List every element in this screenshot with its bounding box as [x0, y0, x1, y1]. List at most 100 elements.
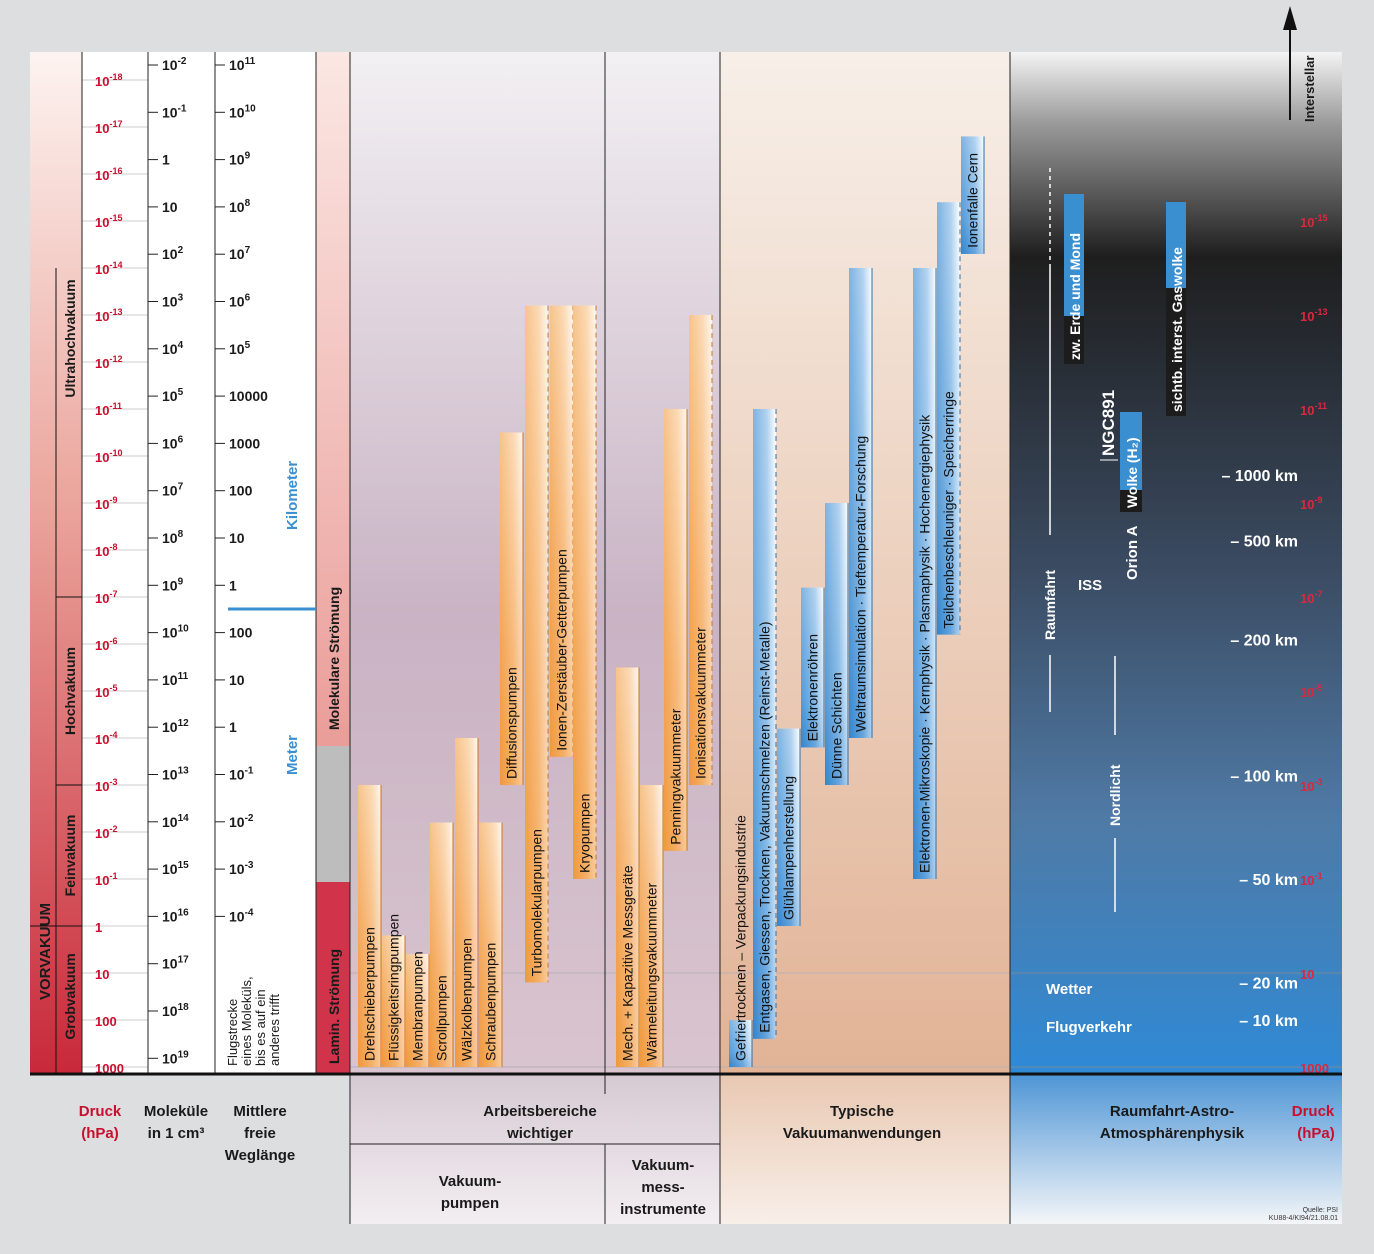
exponent: -8: [109, 542, 117, 552]
exponent: -16: [109, 166, 122, 176]
code-label: KU88-4/KI94/21.08.01: [1269, 1215, 1338, 1222]
exponent: -12: [109, 354, 122, 364]
exponent: 3: [178, 293, 184, 304]
scale-columns: 10-1810-1710-1610-1510-1410-1310-1210-11…: [95, 56, 268, 1076]
kilometer-label: Kilometer: [284, 461, 301, 530]
pump-shade: [382, 935, 405, 1067]
pump-shade: [406, 954, 429, 1067]
footer-arb-1: Arbeitsbereiche: [483, 1103, 596, 1120]
application-shade: [729, 1020, 752, 1067]
free-path-value: 10: [229, 672, 245, 688]
wolke-highlight: [1120, 412, 1142, 490]
exponent: 11: [245, 56, 256, 67]
exponent: -15: [109, 213, 122, 223]
exponent: 14: [178, 813, 190, 824]
pump-shade: [358, 785, 381, 1067]
application-bar: Ionenfalle Cern: [961, 136, 985, 254]
exponent: 10: [245, 103, 257, 114]
exponent: -13: [1314, 307, 1327, 317]
raumfahrt-label: Raumfahrt: [1042, 570, 1058, 640]
footer-labels: Druck (hPa) Moleküle in 1 cm³ Mittlere f…: [79, 1103, 1335, 1218]
exponent: 9: [245, 151, 251, 162]
altitude-label: – 100 km: [1230, 769, 1298, 786]
pump-label: Scrollpumpen: [434, 975, 450, 1061]
molecule-value: 1: [162, 152, 170, 168]
footer-app-1: Typische: [830, 1103, 894, 1120]
exponent: -1: [1314, 871, 1322, 881]
pump-bar: Schraubenpumpen: [479, 822, 503, 1067]
gaswolke-label: sichtb. interst. Gaswolke: [1169, 247, 1185, 412]
footer-druck-1: Druck: [79, 1103, 122, 1120]
raumfahrt-group: Raumfahrt: [1042, 168, 1058, 712]
footer-work: [350, 1074, 720, 1224]
pump-label: Ionen-Zerstäuber-Getterpumpen: [554, 549, 570, 751]
wolke-group: Wolke (H₂) Orion A: [1120, 412, 1142, 580]
pump-shade: [455, 738, 478, 1067]
pump-shade: [479, 822, 502, 1067]
altitude-label: – 20 km: [1239, 975, 1298, 992]
flugverkehr-label: Flugverkehr: [1046, 1019, 1132, 1036]
footer-pump-1: Vakuum-: [439, 1173, 502, 1190]
pump-label: Drehschieberpumpen: [362, 927, 378, 1061]
footer-left: [30, 1074, 350, 1224]
free-path-note: Flugstrecke eines Moleküls, bis es auf e…: [225, 976, 282, 1066]
pump-bar: Scrollpumpen: [430, 822, 454, 1067]
instrument-bar: Wärmeleitungsvakuummeter: [640, 785, 664, 1067]
exponent: 10: [178, 624, 190, 635]
exponent: -9: [109, 495, 117, 505]
pump-bar: Diffusionspumpen: [500, 432, 524, 785]
exponent: 6: [178, 434, 184, 445]
instrument-label: Penningvakuummeter: [668, 708, 684, 845]
exponent: 17: [178, 955, 190, 966]
ngc-label: NGC891: [1099, 390, 1118, 456]
exponent: -1: [109, 871, 117, 881]
zw-erde-label: zw. Erde und Mond: [1067, 233, 1083, 360]
note-line-4: anderes trifft: [267, 994, 282, 1066]
free-path-value: 1: [229, 577, 237, 593]
exponent: -4: [109, 730, 117, 740]
exponent: -1: [245, 766, 254, 777]
application-bar: Entgasen, Giessen, Trocknen, Vakuumschme…: [753, 409, 777, 1039]
footer-raum-2: Atmosphärenphysik: [1100, 1125, 1245, 1142]
exponent: -11: [1314, 401, 1327, 411]
application-shade: [825, 503, 848, 785]
pump-label: Membranpumpen: [410, 951, 426, 1061]
pump-bar: Flüssigkeitsringpumpen: [382, 914, 406, 1067]
nordlicht-label: Nordlicht: [1107, 764, 1123, 826]
footer-druck-r-2: (hPa): [1297, 1125, 1335, 1142]
application-label: Elektronenröhren: [805, 634, 821, 741]
pressure-label: 10: [95, 967, 109, 982]
free-path-value: 1: [229, 719, 237, 735]
interstellar-arrow: Interstellar: [1283, 6, 1317, 122]
instrument-label: Ionisationsvakuummeter: [693, 627, 709, 779]
ngc-group: NGC891: [1099, 390, 1118, 461]
footer-arb-2: wichtiger: [506, 1125, 573, 1142]
exponent: 2: [178, 245, 184, 256]
exponent: -7: [1314, 589, 1322, 599]
vorvakuum-label: VORVAKUUM: [37, 903, 54, 1000]
footer-mol-1: Moleküle: [144, 1103, 208, 1120]
application-shade: [961, 136, 984, 254]
instrument-label: Wärmeleitungsvakuummeter: [644, 882, 660, 1061]
range-label: Feinvakuum: [62, 815, 78, 897]
application-shade: [913, 268, 936, 879]
application-bar: Elektronen-Mikroskopie · Kernphysik · Pl…: [913, 268, 937, 879]
pump-label: Flüssigkeitsringpumpen: [386, 914, 402, 1061]
exponent: -6: [109, 636, 117, 646]
exponent: -5: [1314, 683, 1322, 693]
application-label: Teilchenbeschleuniger · Speicherringe: [941, 391, 957, 629]
gaswolke-highlight: [1166, 202, 1186, 288]
pressure-label: 1000: [95, 1061, 124, 1076]
exponent: 4: [178, 340, 184, 351]
altitude-label: – 50 km: [1239, 872, 1298, 889]
instrument-shade: [664, 409, 687, 851]
exponent: -5: [109, 683, 117, 693]
orion-label: Orion A: [1124, 525, 1141, 580]
wetter-label: Wetter: [1046, 981, 1093, 998]
application-shade: [801, 587, 824, 748]
header-strip: [30, 0, 1342, 52]
right-pressure-label: 10: [1300, 967, 1314, 982]
instrument-bar: Mech. + Kapazitive Messgeräte: [616, 667, 640, 1067]
exponent: -2: [109, 824, 117, 834]
footer-druck-2: (hPa): [81, 1125, 119, 1142]
